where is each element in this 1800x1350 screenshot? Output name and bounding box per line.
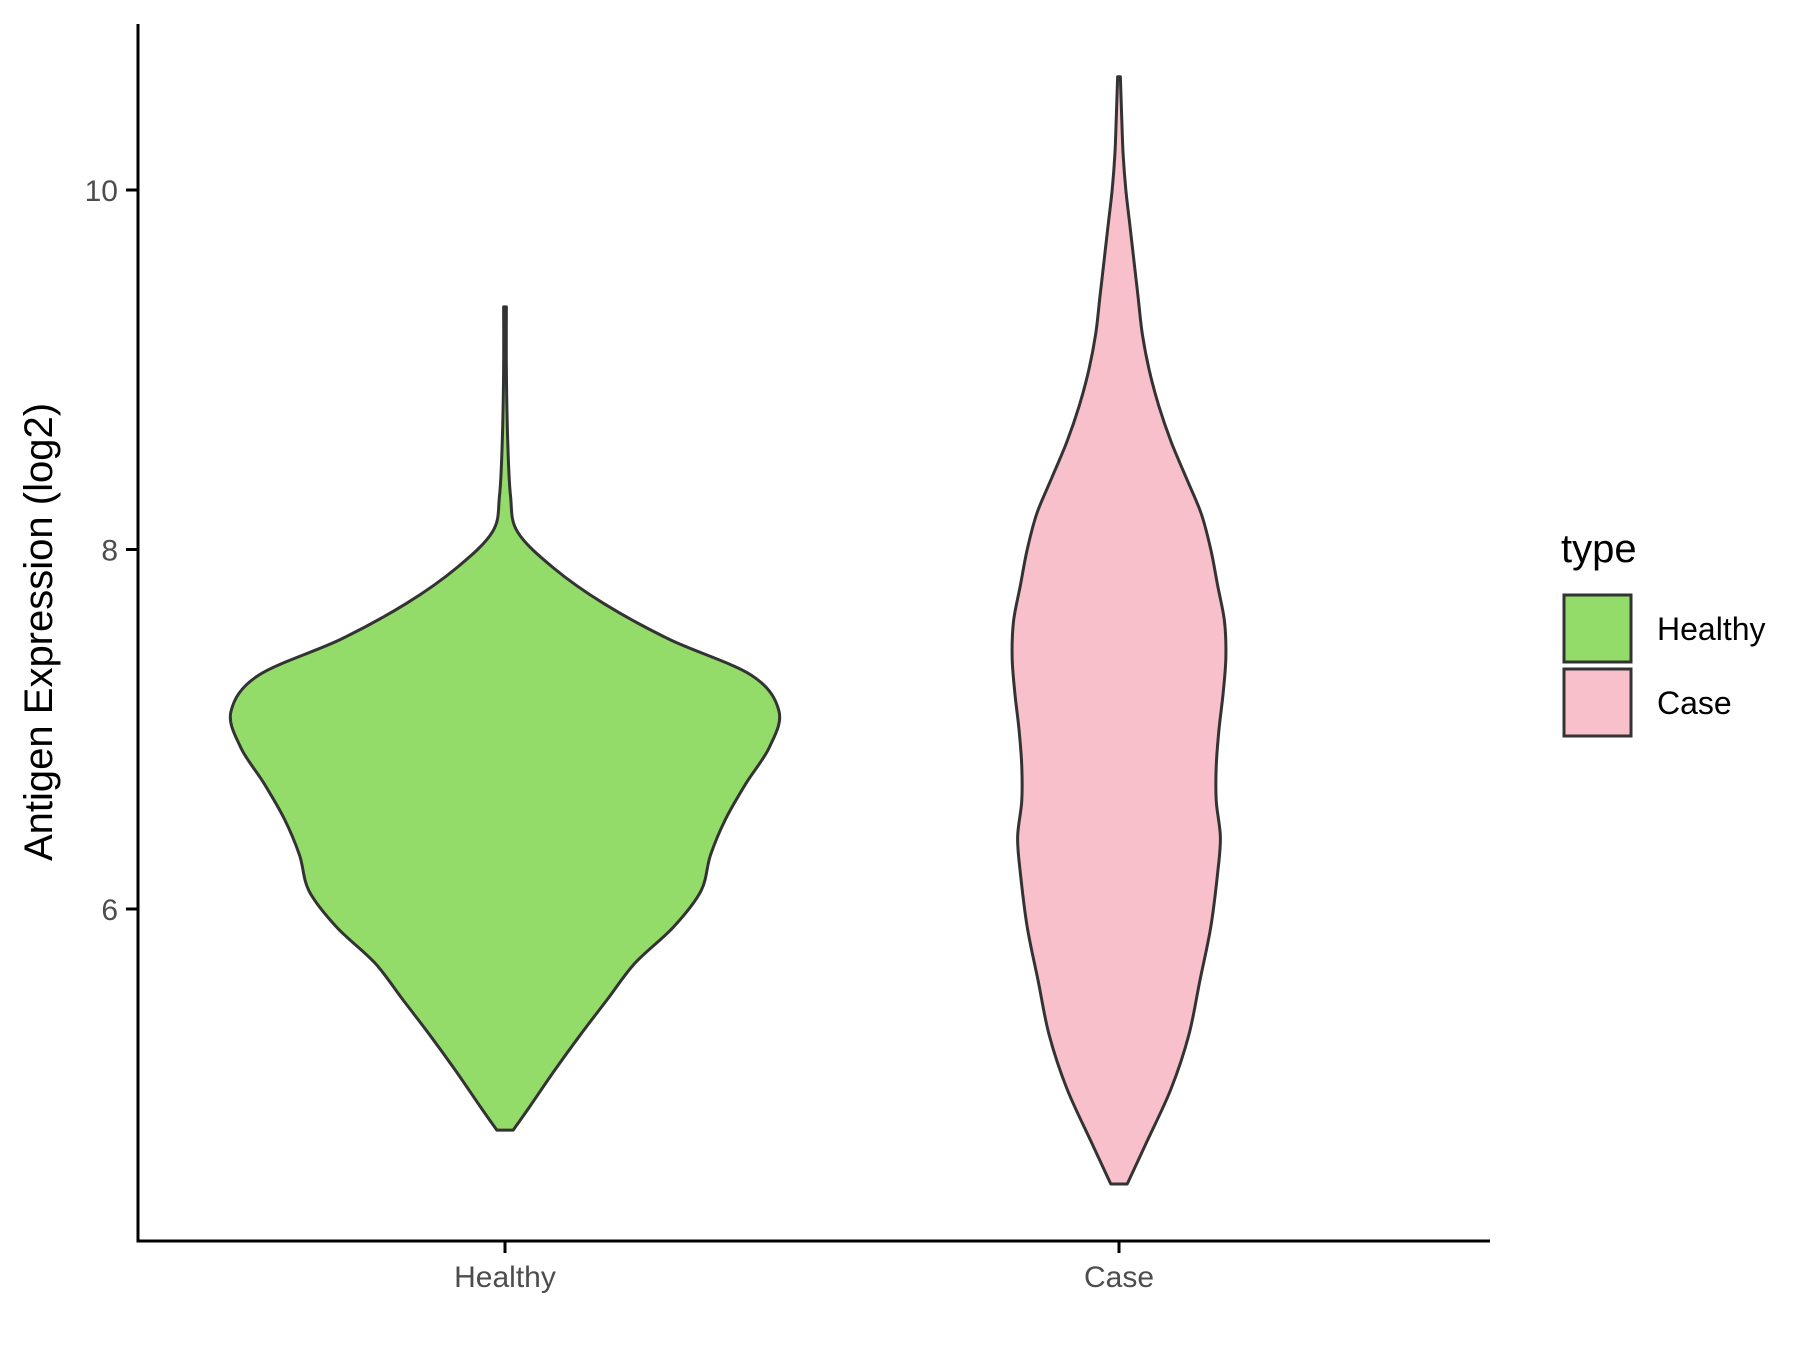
legend-key-healthy [1562, 593, 1633, 664]
y-ticks: 6 8 10 [85, 175, 138, 927]
y-tick-label: 6 [101, 894, 118, 927]
x-tick-label-case: Case [1084, 1261, 1154, 1294]
y-axis-title: Antigen Expression (log2) [17, 403, 61, 861]
legend-label-case: Case [1657, 685, 1732, 721]
legend-key-case [1562, 667, 1633, 738]
y-tick-label: 8 [101, 535, 118, 568]
x-ticks: Healthy Case [454, 1241, 1154, 1294]
violin-case [1010, 75, 1228, 1186]
violin-layer [228, 75, 1228, 1186]
legend-label-healthy: Healthy [1657, 611, 1766, 647]
y-tick-label: 10 [85, 175, 118, 208]
legend: type Healthy Case [1561, 527, 1766, 738]
legend-title: type [1561, 527, 1637, 571]
violin-healthy [228, 305, 782, 1132]
x-tick-label-healthy: Healthy [454, 1261, 556, 1294]
